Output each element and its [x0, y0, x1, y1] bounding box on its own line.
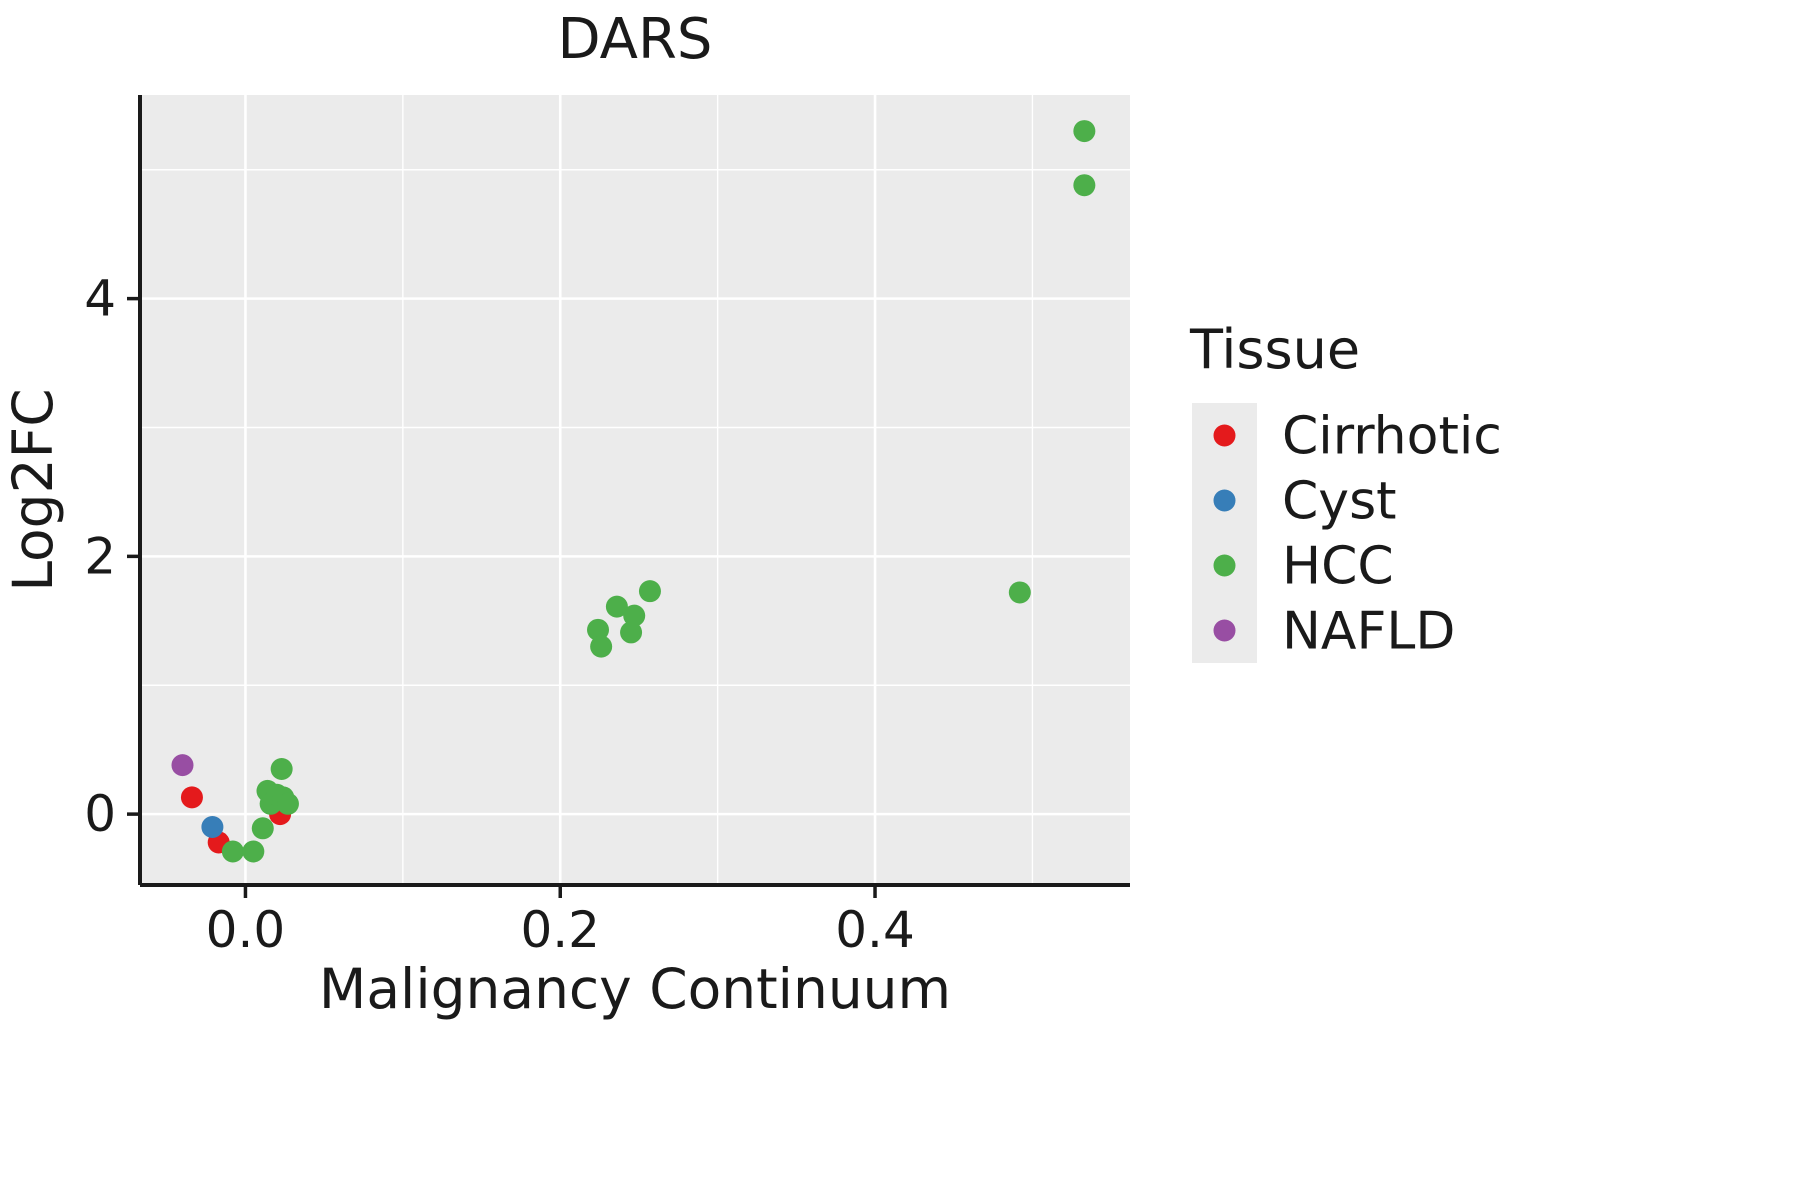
legend-item-label: HCC: [1282, 537, 1394, 597]
legend-item-label: NAFLD: [1282, 602, 1455, 662]
legend-item-label: Cirrhotic: [1282, 407, 1502, 467]
legend-item-nafld: NAFLD: [1192, 598, 1455, 663]
y-tick-label: 4: [84, 270, 116, 328]
legend-key-dot: [1213, 489, 1236, 512]
data-point: [270, 758, 293, 781]
legend-item-hcc: HCC: [1192, 533, 1394, 598]
legend-item-label: Cyst: [1282, 472, 1397, 532]
data-point: [1008, 581, 1031, 604]
series-hcc: [221, 120, 1096, 863]
data-point: [201, 816, 224, 839]
data-point: [587, 618, 610, 641]
legend-item-cyst: Cyst: [1192, 468, 1397, 533]
plot-panel: [140, 95, 1130, 885]
y-tick-label: 0: [84, 785, 116, 843]
data-point: [620, 621, 643, 644]
axes-layer: 0.0 0.2 0.4 0 2 4: [84, 95, 1130, 959]
x-axis-label: Malignancy Continuum: [319, 957, 951, 1021]
series-nafld: [171, 754, 194, 777]
legend-key-dot: [1213, 619, 1236, 642]
data-point: [171, 754, 194, 777]
x-tick-label: 0.2: [520, 901, 600, 959]
data-point: [1073, 120, 1096, 143]
data-point: [638, 580, 661, 603]
data-points-layer: [171, 120, 1096, 863]
data-point: [276, 792, 299, 815]
data-point: [1073, 174, 1096, 197]
legend-item-cirrhotic: Cirrhotic: [1192, 403, 1502, 468]
x-tick-label: 0.0: [206, 901, 286, 959]
y-axis-label: Log2FC: [1, 388, 65, 591]
data-point: [605, 595, 628, 618]
legend-key-dot: [1213, 554, 1236, 577]
plot-panel-layer: [140, 95, 1130, 885]
legend-key-dot: [1213, 424, 1236, 447]
y-tick-label: 2: [84, 527, 116, 585]
x-tick-label: 0.4: [835, 901, 915, 959]
data-point: [242, 840, 265, 863]
data-point: [623, 604, 646, 627]
data-point: [251, 817, 274, 840]
chart-title: DARS: [558, 7, 713, 72]
data-point: [180, 786, 203, 809]
data-point: [590, 635, 613, 658]
legend-title: Tissue: [1189, 318, 1360, 381]
data-point: [221, 840, 244, 863]
series-cyst: [201, 816, 224, 839]
